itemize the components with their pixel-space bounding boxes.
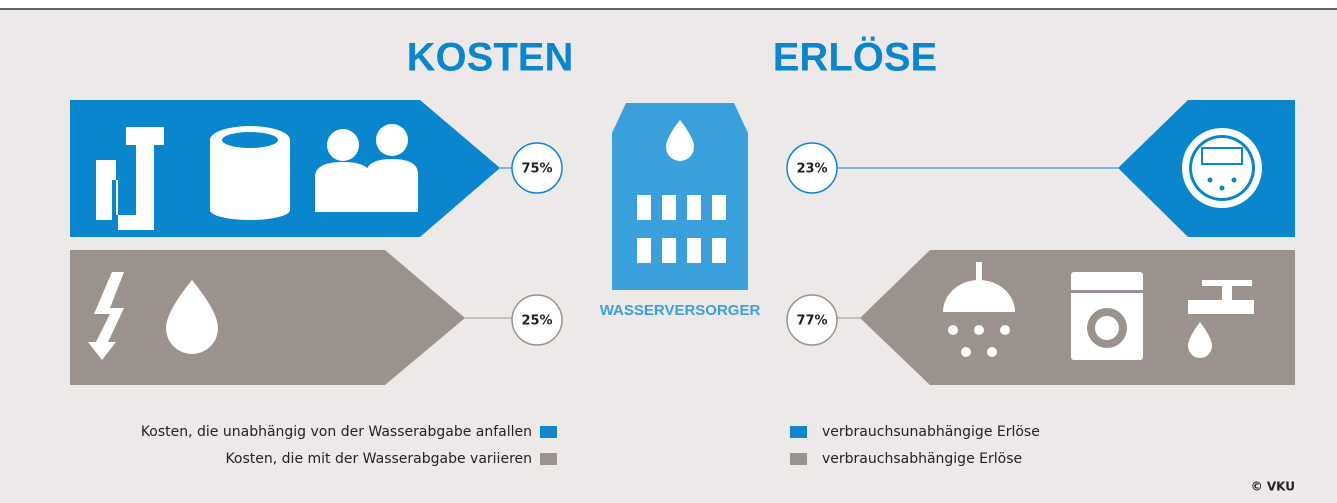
center-label: WASSERVERSORGER — [600, 302, 761, 319]
share-label: 77% — [796, 314, 827, 329]
share-circle — [511, 142, 563, 194]
legend-swatch — [790, 426, 807, 438]
share-label: 75% — [521, 162, 552, 177]
top-band — [0, 0, 1337, 9]
variable-costs-icons — [88, 272, 218, 360]
variable-revenue-icons — [943, 262, 1254, 360]
fixed-costs-icons — [96, 124, 418, 230]
share-label: 23% — [796, 162, 827, 177]
meter-icon — [1182, 128, 1262, 208]
legend-text: Kosten, die mit der Wasserabgabe variier… — [225, 451, 532, 467]
legend-swatch — [540, 426, 557, 438]
revenues-heading: ERLÖSE — [773, 35, 937, 80]
legend-text: verbrauchsabhängige Erlöse — [822, 451, 1022, 467]
legend-text: verbrauchsunabhängige Erlöse — [822, 424, 1040, 440]
legend-swatch — [790, 453, 807, 465]
copyright: © VKU — [1251, 480, 1295, 494]
legend-text: Kosten, die unabhängig von der Wasserabg… — [141, 424, 532, 440]
share-label: 25% — [521, 314, 552, 329]
share-circle — [511, 294, 563, 346]
building-icon — [612, 103, 748, 290]
share-circle — [786, 294, 838, 346]
costs-heading: KOSTEN — [407, 36, 574, 80]
variable-costs-shape — [70, 250, 465, 385]
legend-swatch — [540, 453, 557, 465]
share-circle — [786, 142, 838, 194]
